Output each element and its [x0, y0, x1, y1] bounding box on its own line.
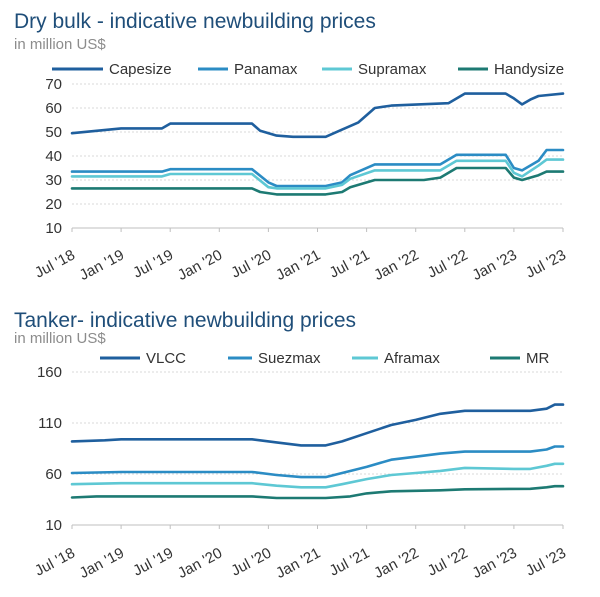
chart-title: Tanker- indicative newbuilding prices	[14, 309, 357, 332]
y-tick-label: 20	[45, 196, 62, 213]
chart-subtitle: in million US$	[14, 330, 106, 347]
x-tick-label: Jan '19	[77, 545, 127, 583]
series-line-aframax	[70, 462, 565, 489]
x-tick-label: Jan '23	[469, 247, 519, 285]
y-tick-label: 10	[45, 220, 62, 237]
tanker-chart-panel: Tanker- indicative newbuilding prices in…	[0, 300, 600, 597]
x-tick-label: Jan '23	[469, 545, 519, 583]
legend-label-handysize: Handysize	[494, 61, 564, 78]
chart-title: Dry bulk - indicative newbuilding prices	[14, 10, 376, 33]
chart-subtitle: in million US$	[14, 36, 106, 53]
y-tick-label: 60	[45, 100, 62, 117]
y-tick-label: 70	[45, 76, 62, 93]
series-line-mr	[70, 484, 565, 500]
x-tick-label: Jul '18	[32, 247, 78, 282]
dry-bulk-chart-panel: Dry bulk - indicative newbuilding prices…	[14, 10, 569, 285]
x-tick-label: Jan '21	[273, 247, 323, 285]
x-tick-label: Jul '18	[32, 545, 78, 580]
legend-label-capesize: Capesize	[109, 61, 172, 78]
x-tick-label: Jan '20	[175, 247, 225, 285]
y-tick-label: 30	[45, 172, 62, 189]
series-line-handysize	[70, 166, 565, 196]
x-tick-label: Jan '22	[371, 545, 421, 583]
x-tick-label: Jul '22	[425, 545, 471, 580]
y-tick-label: 40	[45, 148, 62, 165]
x-tick-label: Jul '21	[327, 247, 373, 282]
series-line-vlcc	[70, 403, 565, 447]
legend-label-panamax: Panamax	[234, 61, 298, 78]
x-tick-label: Jul '20	[228, 247, 274, 282]
series-line-suezmax	[70, 445, 565, 479]
x-tick-label: Jul '20	[228, 545, 274, 580]
y-tick-label: 50	[45, 124, 62, 141]
y-tick-label: 160	[37, 364, 62, 381]
x-tick-label: Jul '22	[425, 247, 471, 282]
legend-label-suezmax: Suezmax	[258, 350, 321, 367]
y-tick-label: 60	[45, 466, 62, 483]
x-tick-label: Jul '23	[523, 247, 569, 282]
legend-label-supramax: Supramax	[358, 61, 427, 78]
y-tick-label: 110	[38, 415, 62, 432]
x-tick-label: Jan '20	[175, 545, 225, 583]
legend-label-mr: MR	[526, 350, 549, 367]
x-tick-label: Jul '23	[523, 545, 569, 580]
legend-label-aframax: Aframax	[384, 350, 440, 367]
series-line-supramax	[70, 158, 565, 190]
series-line-panamax	[70, 148, 565, 188]
series-line-capesize	[70, 92, 565, 139]
x-tick-label: Jul '21	[327, 545, 373, 580]
x-tick-label: Jan '19	[77, 247, 127, 285]
x-tick-label: Jul '19	[130, 545, 176, 580]
x-tick-label: Jan '21	[273, 545, 323, 583]
legend-label-vlcc: VLCC	[146, 350, 186, 367]
y-tick-label: 10	[45, 517, 62, 534]
x-tick-label: Jul '19	[130, 247, 176, 282]
x-tick-label: Jan '22	[371, 247, 421, 285]
